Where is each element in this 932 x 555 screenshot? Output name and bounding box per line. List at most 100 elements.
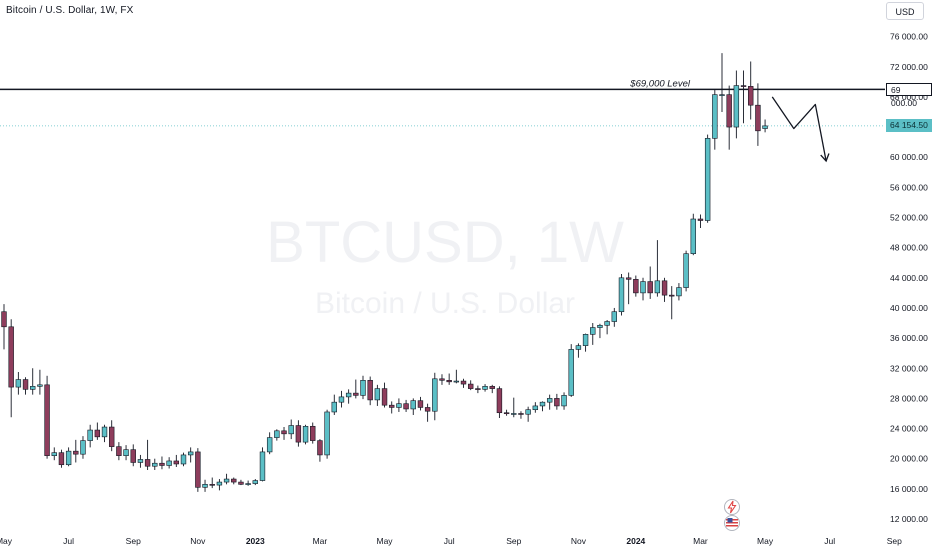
candle-body: [381, 388, 388, 406]
candle-body: [496, 388, 503, 414]
candle-body: [51, 452, 57, 456]
candle-body: [733, 85, 740, 128]
candle-body: [604, 321, 610, 326]
candle-body: [597, 324, 603, 328]
candle: [432, 372, 438, 421]
y-tick-label: 56 000.00: [890, 182, 928, 192]
candle: [539, 401, 546, 412]
candle: [633, 275, 639, 297]
candle-body: [288, 425, 294, 435]
candle: [755, 83, 761, 146]
candle-body: [367, 380, 373, 401]
candle: [762, 119, 768, 133]
candle: [274, 429, 280, 441]
candle-body: [389, 404, 395, 408]
candle-body: [475, 388, 481, 390]
candle: [568, 344, 574, 397]
candle-body: [109, 426, 115, 447]
candle-body: [360, 380, 366, 396]
candle: [625, 272, 632, 305]
projection-arrowhead: [820, 153, 830, 163]
candle-body: [518, 413, 524, 415]
candle: [561, 392, 567, 410]
y-tick-label: 28 000.00: [890, 393, 928, 403]
x-tick-label: Jul: [444, 536, 455, 546]
candle: [647, 266, 653, 299]
candle-body: [187, 451, 194, 456]
candle: [116, 442, 122, 461]
candle: [410, 398, 416, 415]
level-label: $69,000 Level: [629, 78, 691, 89]
y-axis[interactable]: 12 000.00 16 000.00 20 000.00 24 000.00 28 0…: [890, 32, 928, 524]
candle: [65, 447, 72, 467]
x-tick-label: May: [757, 536, 774, 546]
candle: [590, 323, 596, 345]
watermark-name: Bitcoin / U.S. Dollar: [315, 287, 575, 320]
candle-body: [274, 430, 280, 438]
x-tick-label: 2023: [246, 536, 265, 546]
lightning-icon[interactable]: [724, 499, 740, 515]
candle-body: [460, 380, 467, 385]
candle: [532, 402, 539, 413]
candle-body: [116, 446, 122, 456]
candle: [345, 389, 352, 404]
candle: [1, 304, 7, 350]
y-tick-label: 52 000.00: [890, 213, 928, 223]
candle: [467, 380, 474, 391]
us-flag-glyph: [726, 517, 738, 529]
candle-body: [432, 378, 438, 412]
candle: [94, 422, 101, 440]
candle: [216, 479, 223, 491]
candle-body: [410, 400, 416, 410]
candle: [582, 333, 589, 352]
candle: [475, 385, 481, 394]
candle: [137, 454, 144, 468]
candle: [324, 409, 330, 459]
candle: [202, 479, 208, 492]
candle: [209, 477, 215, 489]
candle-body: [166, 460, 172, 466]
candle-body: [611, 311, 618, 322]
x-axis[interactable]: May Jul Sep Nov 2023 Mar May Jul Sep Nov 2024 Mar Ma…: [0, 536, 902, 546]
candle: [30, 368, 36, 395]
x-tick-label: Sep: [126, 536, 141, 546]
us-flag-icon[interactable]: [724, 515, 740, 531]
candle-body: [661, 280, 668, 296]
candle-body: [748, 86, 754, 106]
candle-body: [647, 281, 653, 294]
candle-body: [173, 460, 180, 465]
candle-body: [1, 311, 7, 328]
candle-body: [195, 451, 201, 488]
candle-body: [302, 425, 309, 443]
candle-body: [317, 440, 323, 456]
candle: [245, 480, 251, 486]
candle-body: [281, 430, 287, 435]
currency-button[interactable]: USD: [886, 2, 924, 20]
candle: [367, 376, 373, 406]
x-tick-label: 2024: [626, 536, 645, 546]
x-tick-label: Jul: [824, 536, 835, 546]
candle: [144, 439, 151, 471]
candle: [575, 343, 582, 358]
candle: [446, 373, 452, 385]
candle: [37, 369, 43, 395]
candle-body: [216, 481, 223, 486]
candle: [252, 479, 258, 486]
candle: [396, 398, 402, 412]
chart-title: Bitcoin / U.S. Dollar, 1W, FX: [6, 5, 134, 16]
candle: [690, 213, 696, 256]
candle-body: [295, 425, 302, 443]
candle-body: [231, 478, 237, 483]
candle: [503, 409, 510, 416]
candle-body: [8, 326, 14, 388]
y-tick-label: 24 000.00: [890, 424, 928, 434]
x-tick-label: Nov: [571, 536, 587, 546]
y-tick-label: 16 000.00: [890, 484, 928, 494]
y-tick-label: 44 000.00: [890, 273, 928, 283]
candle-body: [338, 396, 345, 403]
candle-body: [30, 386, 36, 390]
x-tick-label: Sep: [887, 536, 902, 546]
candle-body: [44, 384, 50, 456]
